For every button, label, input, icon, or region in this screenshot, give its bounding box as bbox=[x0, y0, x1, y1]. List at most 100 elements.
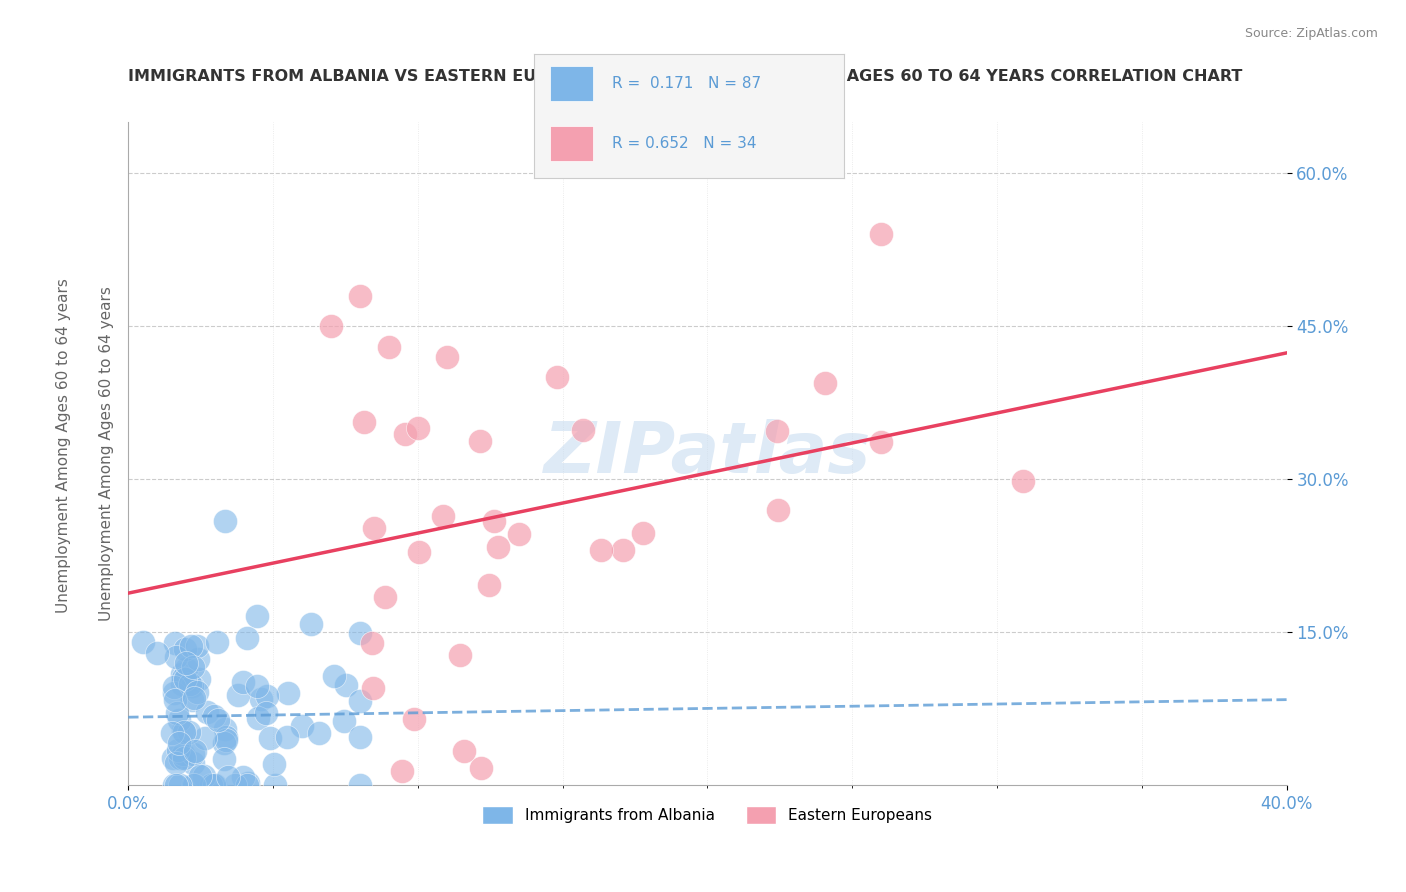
Point bbox=[193, 769, 215, 783]
Point bbox=[319, 319, 342, 334]
Point bbox=[215, 730, 238, 744]
Point bbox=[591, 543, 613, 558]
Text: IMMIGRANTS FROM ALBANIA VS EASTERN EUROPEAN UNEMPLOYMENT AMONG AGES 60 TO 64 YEA: IMMIGRANTS FROM ALBANIA VS EASTERN EUROP… bbox=[128, 69, 1243, 84]
Point bbox=[631, 525, 654, 540]
Point bbox=[547, 370, 569, 384]
Point bbox=[236, 631, 259, 645]
Point bbox=[246, 608, 269, 623]
Point bbox=[174, 656, 197, 670]
Point bbox=[214, 752, 236, 766]
Point bbox=[187, 672, 209, 686]
Point bbox=[165, 693, 187, 707]
Point bbox=[232, 675, 254, 690]
Point bbox=[349, 731, 371, 745]
Point bbox=[394, 426, 416, 441]
Point bbox=[173, 725, 195, 739]
Point bbox=[170, 677, 193, 691]
Point bbox=[169, 778, 191, 792]
Point bbox=[174, 662, 197, 676]
Point bbox=[449, 648, 471, 662]
Point bbox=[166, 706, 188, 720]
Y-axis label: Unemployment Among Ages 60 to 64 years: Unemployment Among Ages 60 to 64 years bbox=[100, 286, 114, 621]
Point bbox=[486, 540, 509, 554]
Point bbox=[478, 578, 501, 592]
Point bbox=[165, 778, 187, 792]
Point bbox=[214, 514, 236, 528]
Point bbox=[172, 723, 194, 738]
Point bbox=[172, 747, 194, 762]
Point bbox=[214, 722, 236, 736]
Point bbox=[180, 639, 202, 653]
Point bbox=[166, 743, 188, 757]
Legend: Immigrants from Albania, Eastern Europeans: Immigrants from Albania, Eastern Europea… bbox=[477, 799, 939, 830]
Point bbox=[361, 681, 384, 695]
Point bbox=[335, 678, 357, 692]
Point bbox=[353, 415, 375, 429]
Point bbox=[308, 726, 330, 740]
FancyBboxPatch shape bbox=[550, 66, 593, 101]
Point bbox=[162, 751, 184, 765]
Point bbox=[224, 778, 246, 792]
Point bbox=[246, 679, 269, 693]
Point bbox=[291, 719, 314, 733]
Point bbox=[167, 735, 190, 749]
Point bbox=[404, 712, 426, 726]
Point bbox=[870, 434, 893, 449]
Point bbox=[200, 778, 222, 792]
Point bbox=[183, 778, 205, 792]
Text: ZIPatlas: ZIPatlas bbox=[544, 419, 872, 488]
Point bbox=[259, 731, 281, 746]
Point bbox=[165, 649, 187, 664]
Point bbox=[165, 636, 187, 650]
Point bbox=[249, 692, 271, 706]
Point bbox=[165, 756, 187, 770]
Point bbox=[436, 350, 458, 364]
Point bbox=[173, 672, 195, 686]
Point bbox=[173, 642, 195, 657]
Point bbox=[217, 770, 239, 784]
Point bbox=[173, 751, 195, 765]
Point bbox=[406, 421, 429, 435]
Point bbox=[470, 761, 492, 775]
Point bbox=[228, 688, 250, 702]
Point bbox=[484, 514, 506, 528]
Point bbox=[204, 778, 226, 792]
Point bbox=[323, 669, 346, 683]
Point bbox=[263, 756, 285, 771]
Point bbox=[264, 778, 287, 792]
Point bbox=[181, 747, 204, 761]
Point bbox=[195, 705, 218, 719]
Point bbox=[299, 617, 322, 632]
Point bbox=[180, 679, 202, 693]
Point bbox=[146, 646, 169, 660]
Point bbox=[207, 713, 229, 727]
FancyBboxPatch shape bbox=[550, 126, 593, 161]
Point bbox=[360, 636, 382, 650]
Point bbox=[180, 693, 202, 707]
Point bbox=[181, 660, 204, 674]
Point bbox=[205, 635, 228, 649]
Point bbox=[163, 686, 186, 700]
Point bbox=[349, 626, 371, 640]
Point bbox=[181, 778, 204, 792]
Point bbox=[276, 730, 298, 744]
Point bbox=[232, 770, 254, 784]
Point bbox=[215, 732, 238, 747]
Point bbox=[188, 769, 211, 783]
Point bbox=[870, 227, 893, 242]
Point bbox=[814, 376, 837, 390]
Point bbox=[333, 714, 356, 728]
Point bbox=[349, 694, 371, 708]
Point bbox=[378, 340, 401, 354]
Point bbox=[194, 731, 217, 745]
Point bbox=[766, 503, 789, 517]
Point bbox=[170, 666, 193, 681]
Point bbox=[186, 639, 208, 653]
Point bbox=[177, 725, 200, 739]
Point bbox=[160, 726, 183, 740]
Point bbox=[254, 706, 277, 720]
Point bbox=[181, 756, 204, 770]
Point bbox=[363, 521, 385, 535]
Point bbox=[408, 545, 430, 559]
Point bbox=[247, 711, 270, 725]
